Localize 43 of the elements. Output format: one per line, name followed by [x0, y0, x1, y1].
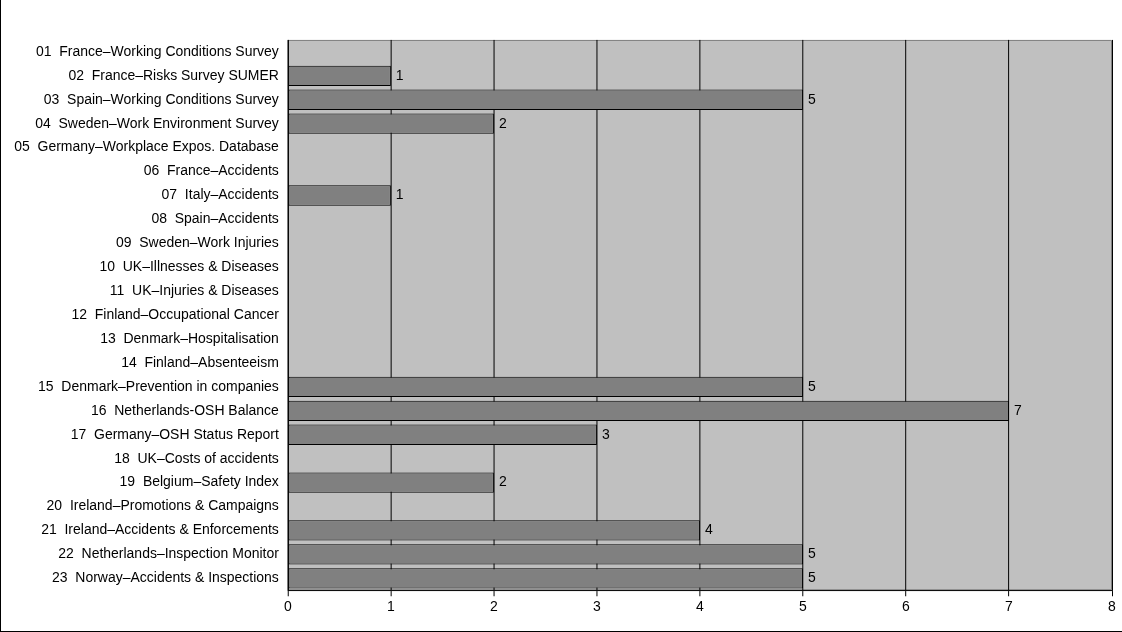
y-tick-label: 09 Sweden–Work Injuries — [116, 234, 279, 251]
y-tick-label: 08 Spain–Accidents — [151, 210, 279, 227]
y-tick-label: 13 Denmark–Hospitalisation — [100, 329, 279, 346]
y-tick-label: 21 Ireland–Accidents & Enforcements — [41, 521, 279, 538]
data-label: 7 — [1013, 401, 1022, 418]
y-tick-label: 10 UK–Illnesses & Diseases — [99, 258, 279, 275]
data-label: 3 — [601, 425, 610, 442]
x-tick-label: 7 — [1005, 598, 1014, 615]
x-tick-label: 8 — [1108, 598, 1117, 615]
y-tick-label: 15 Denmark–Prevention in companies — [38, 377, 279, 394]
y-tick-label: 20 Ireland–Promotions & Campaigns — [46, 497, 279, 514]
y-tick-label: 19 Belgium–Safety Index — [119, 473, 279, 490]
x-tick-label: 3 — [593, 598, 602, 615]
y-tick-label: 14 Finland–Absenteeism — [121, 353, 279, 370]
y-tick-label: 22 Netherlands–Inspection Monitor — [58, 545, 280, 562]
x-tick-label: 5 — [799, 598, 808, 615]
x-tick-label: 4 — [696, 598, 705, 615]
y-tick-label: 17 Germany–OSH Status Report — [70, 425, 279, 442]
x-tick-label: 2 — [489, 598, 498, 615]
data-label: 5 — [807, 569, 816, 586]
y-tick-label: 16 Netherlands-OSH Balance — [90, 401, 280, 418]
data-label: 2 — [498, 473, 507, 490]
y-tick-label: 04 Sweden–Work Environment Survey — [35, 114, 279, 131]
data-label: 5 — [807, 90, 816, 107]
y-tick-label: 05 Germany–Workplace Expos. Database — [14, 138, 280, 155]
y-tick-label: 18 UK–Costs of accidents — [114, 449, 279, 466]
y-tick-label: 01 France–Working Conditions Survey — [36, 42, 279, 59]
y-tick-label: 02 France–Risks Survey SUMER — [68, 66, 279, 83]
x-tick-label: 1 — [386, 598, 395, 615]
y-tick-label: 06 France–Accidents — [143, 162, 279, 179]
y-tick-label: 23 Norway–Accidents & Inspections — [52, 569, 279, 586]
data-label: 4 — [704, 521, 713, 538]
data-label: 5 — [807, 545, 816, 562]
y-tick-label: 03 Spain–Working Conditions Survey — [43, 90, 279, 107]
x-tick-label: 6 — [902, 598, 911, 615]
data-label: 1 — [395, 186, 404, 203]
data-label: 5 — [807, 377, 816, 394]
data-label: 2 — [498, 114, 507, 131]
data-label: 1 — [395, 66, 404, 83]
x-tick-label: 0 — [283, 598, 292, 615]
y-tick-label: 12 Finland–Occupational Cancer — [71, 305, 280, 322]
y-tick-label: 11 UK–Injuries & Diseases — [109, 282, 279, 299]
y-tick-label: 07 Italy–Accidents — [161, 186, 279, 203]
